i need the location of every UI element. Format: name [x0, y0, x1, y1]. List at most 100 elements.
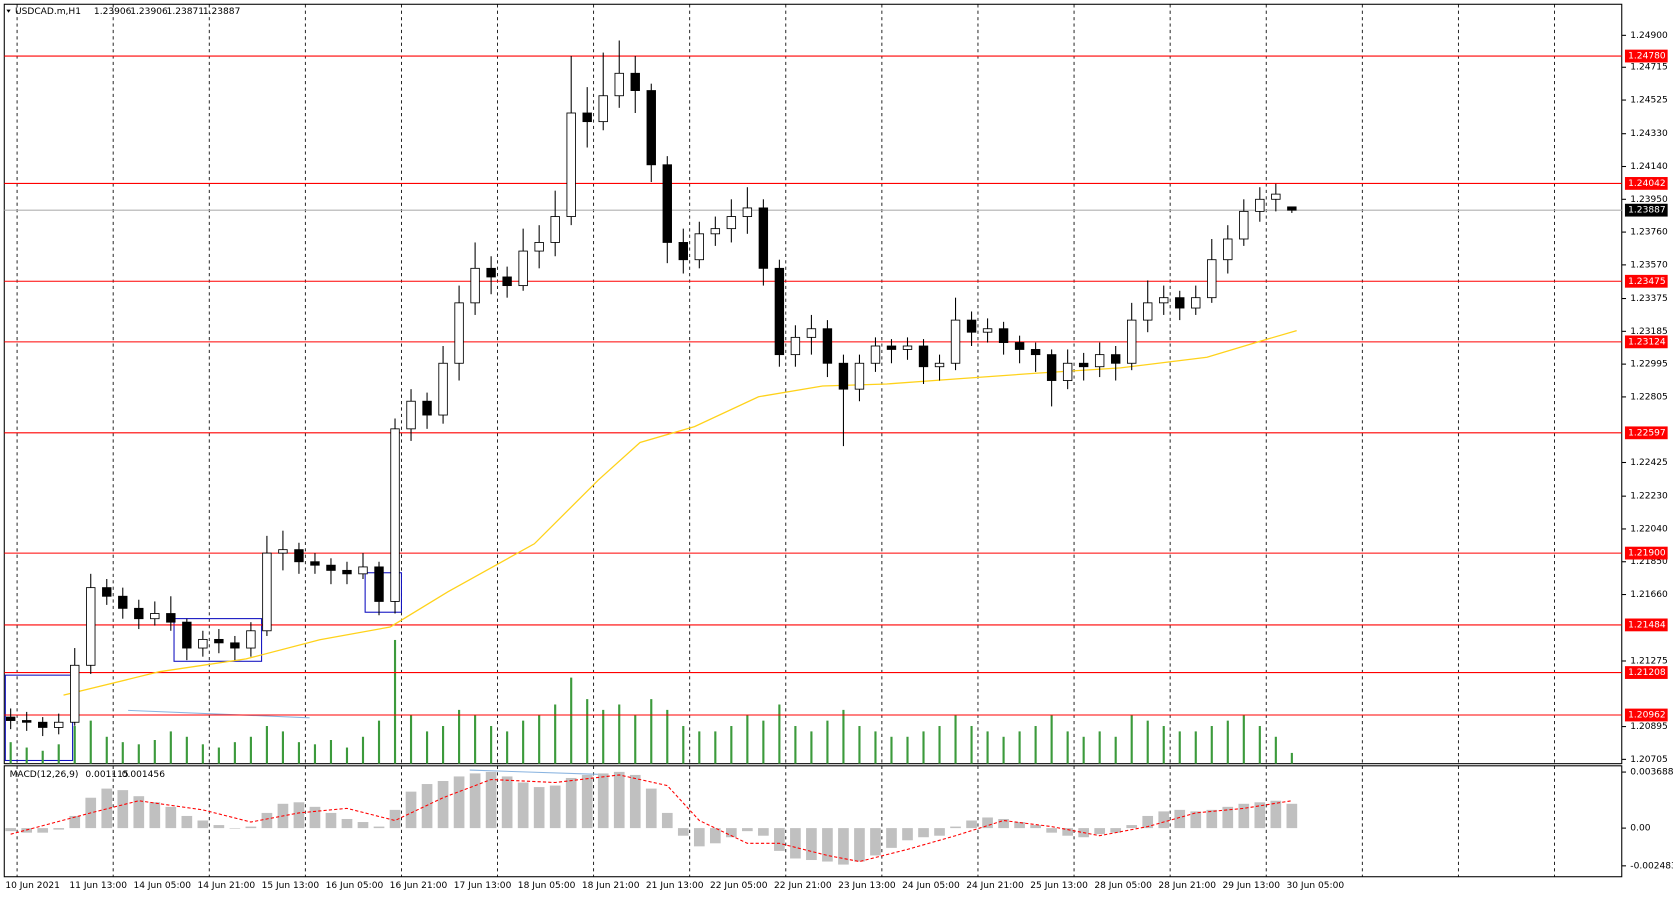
- candle-body: [54, 721, 64, 728]
- macd-bar: [533, 787, 545, 829]
- price-panel: [3, 3, 1623, 765]
- volume-bar: [137, 744, 140, 764]
- level-label: 1.24042: [1628, 179, 1666, 189]
- volume-bar: [954, 715, 957, 764]
- macd-bar: [661, 812, 673, 829]
- macd-bar: [181, 815, 193, 829]
- macd-bar: [5, 828, 17, 832]
- macd-bar: [309, 806, 321, 829]
- candle-body: [614, 72, 624, 97]
- candle-body: [374, 566, 384, 602]
- macd-bar: [37, 828, 49, 833]
- macd-bar: [1238, 803, 1250, 829]
- y-tick-label: 1.24900: [1630, 31, 1668, 41]
- macd-bar: [133, 796, 145, 829]
- volume-bar: [249, 736, 252, 764]
- volume-bar: [826, 720, 829, 764]
- macd-bar: [854, 828, 865, 862]
- volume-bar: [153, 740, 156, 764]
- trend-line: [128, 709, 310, 719]
- header-value: 1.23906: [130, 7, 168, 17]
- x-tick-label: 14 Jun 05:00: [133, 881, 191, 891]
- volume-bar: [1018, 731, 1021, 764]
- candle-body: [182, 621, 192, 649]
- macd-y-tick-label: 0.003688: [1630, 768, 1673, 778]
- macd-bar: [1158, 811, 1170, 829]
- header-value: 1.23871: [167, 7, 205, 17]
- time-grid: [16, 4, 1555, 877]
- menu-arrow[interactable]: [6, 9, 11, 13]
- candle-body: [454, 302, 464, 364]
- macd-bar: [501, 776, 513, 829]
- candle-body: [694, 233, 705, 261]
- macd-bar: [213, 825, 225, 829]
- y-tick-label: 1.21660: [1630, 590, 1668, 600]
- macd-bar: [421, 784, 433, 829]
- x-tick-label: 16 Jun 05:00: [326, 881, 384, 891]
- candle-body: [1143, 302, 1153, 321]
- candle-body: [278, 549, 288, 554]
- macd-bar: [1094, 828, 1106, 835]
- volume-bar: [538, 715, 541, 764]
- candle-body: [1094, 354, 1105, 368]
- volume-bar: [570, 677, 573, 764]
- volume-bar: [1178, 731, 1181, 764]
- y-tick-label: 1.22805: [1630, 392, 1668, 402]
- header-value: 1.23906: [94, 7, 132, 17]
- candle-body: [918, 345, 929, 368]
- volume-bar: [217, 747, 220, 764]
- y-tick-label: 1.24525: [1630, 96, 1668, 106]
- candle-body: [742, 207, 753, 217]
- volume-bar: [297, 742, 301, 764]
- candle-body: [1014, 342, 1025, 350]
- macd-bar: [325, 812, 337, 829]
- volume-bar: [1194, 731, 1197, 764]
- candle-body: [1191, 297, 1201, 309]
- macd-bar: [966, 820, 977, 829]
- macd-bar: [918, 828, 929, 838]
- candle-body: [1046, 354, 1057, 381]
- volume-bar: [746, 715, 749, 764]
- volume-bar: [1002, 736, 1005, 764]
- y-tick-label: 1.22995: [1630, 360, 1668, 370]
- candle-body: [950, 319, 961, 364]
- candle-body: [870, 345, 881, 364]
- volume-bar: [1066, 731, 1069, 764]
- macd-bar: [565, 777, 577, 829]
- x-tick-label: 22 Jun 05:00: [710, 881, 768, 891]
- candle-body: [838, 362, 849, 390]
- macd-bar: [1174, 809, 1186, 829]
- y-tick-label: 1.21850: [1630, 557, 1668, 567]
- macd-bar: [165, 806, 177, 829]
- macd-bar: [357, 822, 369, 829]
- candle-body: [646, 90, 656, 166]
- macd-bar: [1190, 811, 1202, 829]
- candle-body: [470, 267, 480, 304]
- macd-bar: [1014, 822, 1025, 829]
- candle-body: [630, 72, 640, 91]
- candle-body: [566, 112, 576, 217]
- macd-bar: [549, 785, 561, 829]
- candle-body: [70, 664, 80, 723]
- x-tick-label: 22 Jun 21:00: [774, 881, 832, 891]
- level-label-box: [1624, 274, 1668, 288]
- macd-bar: [1286, 803, 1298, 829]
- y-tick-label: 1.23760: [1630, 228, 1668, 238]
- candle-body: [806, 328, 817, 338]
- volume-bar: [1290, 752, 1293, 764]
- volume-bar: [858, 726, 861, 764]
- volume-bar: [201, 744, 204, 764]
- candle-body: [1223, 238, 1233, 261]
- candle-body: [902, 345, 913, 350]
- y-tick-label: 1.24140: [1630, 162, 1668, 172]
- volume-bar: [890, 736, 893, 764]
- macd-bar: [581, 774, 593, 829]
- candle-body: [5, 716, 16, 721]
- x-tick-label: 28 Jun 05:00: [1094, 881, 1152, 891]
- y-tick-label: 1.22040: [1630, 524, 1668, 534]
- volume-bar: [9, 742, 12, 764]
- level-label-box: [1624, 618, 1668, 632]
- macd-bar: [149, 802, 161, 829]
- volume-bar: [57, 744, 60, 764]
- y-tick-label: 1.23375: [1630, 294, 1668, 304]
